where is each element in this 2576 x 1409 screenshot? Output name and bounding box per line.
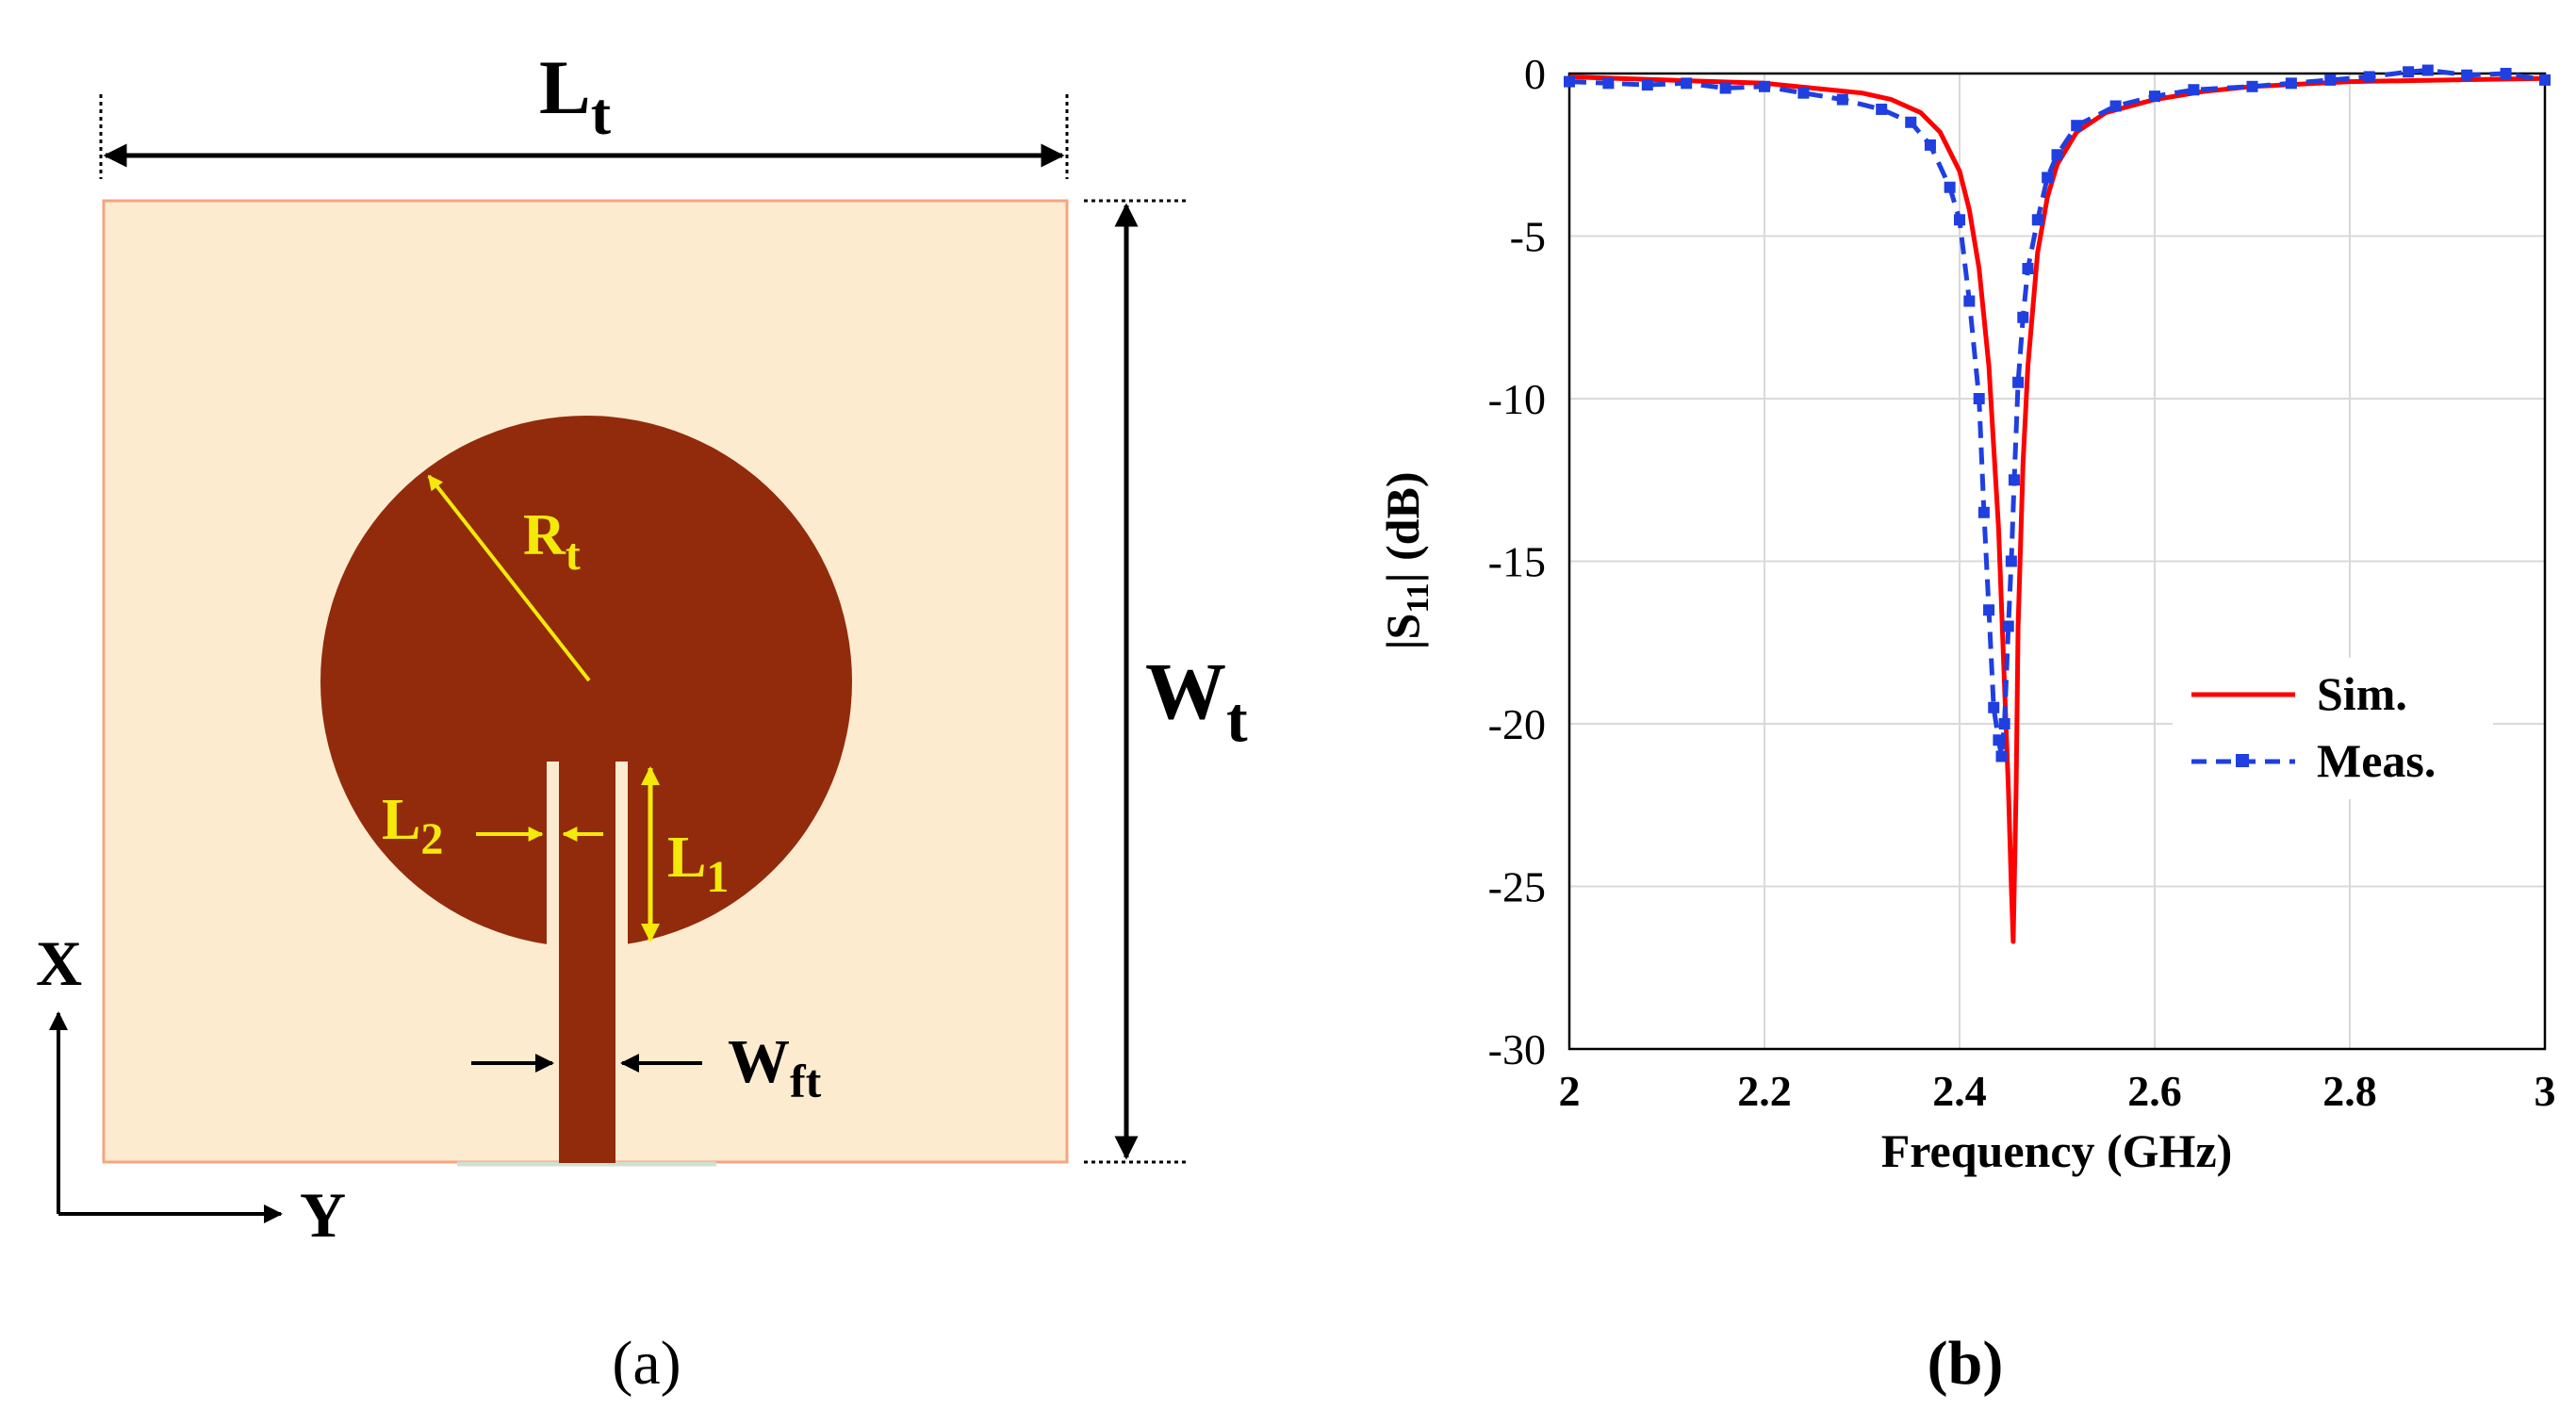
meas-data-point (2051, 149, 2063, 161)
panel-b-caption: (b) (1928, 1329, 2004, 1398)
axis-x-label: X (36, 927, 82, 999)
meas-data-point (1924, 139, 1936, 151)
meas-data-point (2002, 620, 2014, 632)
meas-data-point (2285, 77, 2297, 90)
legend-box (2173, 658, 2493, 799)
panel-b-s11-chart: 2 2.2 2.4 2.6 2.8 3 0 -5 -10 -15 -20 -25 -30 Frequen… (1376, 50, 2556, 1398)
panel-a-caption: (a) (612, 1329, 681, 1398)
meas-data-point (1963, 295, 1976, 307)
meas-data-point (2005, 555, 2017, 567)
meas-data-point (1836, 93, 1848, 106)
axis-y-label: Y (300, 1179, 346, 1251)
meas-data-point (1944, 181, 1956, 193)
meas-data-point (2500, 68, 2512, 79)
meas-data-point (2071, 120, 2083, 132)
y-tick-label: 0 (1524, 50, 1546, 98)
y-tick-label: -25 (1488, 863, 1546, 911)
panel-a-antenna-layout: Lt Wt Rt L2 L1 Wft X Y (a) (36, 44, 1248, 1398)
meas-data-point (2461, 69, 2473, 81)
y-tick-label: -15 (1488, 538, 1546, 586)
meas-data-point (2109, 100, 2122, 112)
x-tick-label: 2.4 (1932, 1067, 1987, 1115)
meas-data-point (1681, 77, 1693, 90)
x-tick-label: 2.6 (2127, 1067, 2182, 1115)
meas-data-point (1602, 77, 1615, 90)
x-tick-label: 2 (1559, 1067, 1581, 1115)
tick-labels: 2 2.2 2.4 2.6 2.8 3 0 -5 -10 -15 -20 -25 -30 (1488, 50, 2556, 1115)
wft-label: Wft (728, 1027, 822, 1107)
meas-data-point (2539, 74, 2551, 86)
meas-data-point (1995, 750, 2008, 762)
meas-data-point (1564, 75, 1575, 88)
lt-label: Lt (539, 44, 612, 147)
meas-data-point (2363, 71, 2375, 83)
y-axis-label: |S11| (dB) (1376, 472, 1436, 650)
x-axis-label: Frequency (GHz) (1881, 1124, 2233, 1177)
left-slot (547, 762, 559, 950)
l1-label: L1 (667, 826, 729, 902)
legend: Sim. Meas. (2173, 658, 2493, 799)
meas-data-point (1797, 87, 1810, 99)
x-tick-label: 2.8 (2322, 1067, 2377, 1115)
y-tick-label: -5 (1510, 213, 1546, 261)
legend-sim-label: Sim. (2317, 667, 2407, 720)
meas-data-point (1641, 79, 1653, 91)
l2-label: L2 (382, 788, 443, 864)
meas-data-point (2022, 263, 2034, 274)
meas-data-point (2188, 84, 2200, 96)
meas-data-point (2012, 376, 2025, 388)
meas-data-point (2421, 64, 2434, 76)
meas-data-point (2403, 66, 2415, 78)
meas-data-point (1759, 80, 1770, 92)
series (1564, 64, 2551, 944)
rt-label: Rt (523, 503, 581, 580)
meas-data-point (1876, 103, 1888, 115)
rt-radius-arrow (427, 474, 591, 682)
meas-data-point (2149, 90, 2160, 103)
x-tick-label: 2.2 (1737, 1067, 1792, 1115)
meas-data-point (1998, 718, 2010, 729)
meas-data-point (1973, 393, 1985, 404)
meas-data-point (1719, 82, 1731, 94)
meas-data-point (2246, 80, 2258, 92)
meas-data-point (2017, 311, 2029, 323)
meas-data-point (1954, 214, 1965, 226)
meas-data-point (2042, 172, 2054, 184)
y-tick-label: -10 (1488, 375, 1546, 423)
x-tick-label: 3 (2535, 1067, 2556, 1115)
meas-data-point (1988, 701, 2000, 713)
right-slot (615, 762, 628, 950)
meas-data-point (1905, 116, 1917, 128)
circular-patch (320, 416, 852, 947)
series-line-sim (1568, 74, 2546, 944)
plot-frame (1567, 72, 2547, 1051)
meas-data-point (2008, 474, 2020, 486)
y-tick-label: -30 (1488, 1025, 1546, 1073)
meas-data-point (1977, 506, 1990, 518)
meas-data-point (2324, 74, 2337, 86)
meas-data-point (1993, 734, 2005, 746)
feed-line (559, 762, 615, 1163)
wt-label: Wt (1145, 646, 1248, 755)
meas-data-point (2031, 214, 2043, 226)
y-tick-label: -20 (1488, 700, 1546, 748)
legend-meas-marker (2236, 754, 2249, 767)
meas-data-point (1983, 604, 1995, 616)
legend-meas-label: Meas. (2317, 734, 2436, 787)
